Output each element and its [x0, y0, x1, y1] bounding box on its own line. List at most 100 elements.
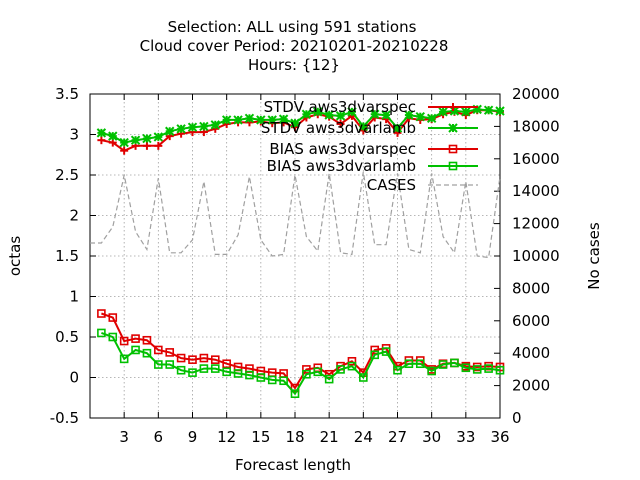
data-point — [279, 376, 288, 386]
data-point — [119, 137, 129, 148]
data-point — [97, 136, 106, 145]
data-point — [438, 107, 448, 117]
data-point — [392, 123, 403, 133]
data-point — [130, 135, 141, 145]
data-point — [131, 345, 140, 355]
legend-marker — [448, 123, 458, 133]
data-point — [120, 146, 129, 155]
data-point — [370, 109, 380, 119]
data-point — [347, 361, 357, 371]
data-point — [222, 367, 231, 377]
chart-title: Selection: ALL using 591 stations Cloud … — [140, 18, 449, 74]
data-point — [119, 336, 129, 346]
data-point — [165, 126, 175, 136]
x-tick-label: 30 — [422, 428, 441, 446]
y2-tick-label: 4000 — [512, 344, 550, 362]
data-point — [335, 111, 346, 121]
data-point — [221, 115, 232, 125]
y-tick-label: 0 — [69, 369, 79, 387]
series-1 — [96, 104, 505, 148]
series-layer — [90, 104, 505, 399]
data-point — [324, 369, 334, 379]
legend-entry-0: STDV aws3dvarspec — [264, 98, 478, 116]
data-point — [347, 356, 357, 366]
x-axis-label: Forecast length — [235, 456, 351, 474]
legend-label: STDV aws3dvarlamb — [261, 119, 416, 137]
legend-label: BIAS aws3dvarlamb — [267, 157, 416, 175]
data-point — [154, 345, 163, 355]
x-tick-label: 15 — [251, 428, 270, 446]
y-tick-label: 3.5 — [55, 85, 79, 103]
data-point — [154, 141, 163, 150]
legend-marker — [448, 144, 458, 154]
data-point — [313, 367, 323, 377]
data-point — [461, 363, 471, 373]
y-tick-label: 0.5 — [55, 328, 79, 346]
data-point — [267, 115, 277, 125]
y2-tick-label: 12000 — [512, 215, 560, 233]
title-line-3: Hours: {12} — [248, 56, 340, 74]
data-point — [472, 365, 482, 374]
data-point — [187, 122, 198, 132]
data-point — [313, 107, 323, 117]
y-tick-label: 1 — [69, 288, 79, 306]
data-point — [108, 131, 118, 141]
data-point — [449, 106, 460, 116]
y2-tick-label: 0 — [512, 409, 522, 427]
data-point — [358, 121, 369, 132]
data-point — [233, 369, 243, 378]
data-point — [302, 369, 311, 379]
y2-tick-label: 2000 — [512, 377, 550, 395]
y-tick-label: 1.5 — [55, 247, 79, 265]
data-point — [324, 110, 334, 120]
data-point — [336, 119, 345, 128]
series-4 — [90, 171, 501, 259]
data-point — [404, 110, 414, 120]
data-point — [301, 109, 312, 119]
y2-tick-label: 16000 — [512, 150, 560, 168]
data-point — [176, 124, 186, 134]
data-point — [142, 141, 151, 150]
data-point — [256, 373, 266, 382]
data-point — [347, 107, 357, 117]
data-point — [290, 118, 300, 128]
data-point — [415, 359, 425, 369]
y-tick-label: -0.5 — [50, 409, 79, 427]
series-line-4 — [90, 171, 501, 259]
data-point — [188, 355, 197, 364]
y2-tick-label: 20000 — [512, 85, 560, 103]
data-point — [302, 365, 311, 374]
data-point — [199, 353, 209, 363]
data-point — [210, 120, 220, 130]
data-point — [370, 350, 380, 360]
legend-entry-3: BIAS aws3dvarlamb — [267, 157, 478, 175]
y-tick-label: 2.5 — [55, 166, 79, 184]
data-point — [495, 106, 505, 116]
data-point — [199, 364, 209, 373]
x-tick-label: 36 — [490, 428, 509, 446]
x-tick-label: 12 — [217, 428, 236, 446]
data-point — [97, 328, 106, 338]
data-point — [165, 348, 175, 357]
legend-label: CASES — [367, 176, 416, 194]
data-point — [108, 313, 118, 322]
data-point — [370, 345, 380, 355]
data-point — [222, 359, 231, 369]
title-line-2: Cloud cover Period: 20210201-20210228 — [140, 37, 449, 55]
data-point — [267, 375, 277, 385]
data-point — [131, 334, 140, 343]
data-point — [359, 373, 368, 382]
data-point — [142, 335, 152, 345]
data-point — [426, 113, 437, 124]
series-line-2 — [101, 312, 501, 390]
axis-ticks: 3 6 9 12 15 18 21 24 27 30 33 36-0.500.511.522.533.… — [50, 85, 560, 446]
data-point — [108, 332, 118, 342]
data-point — [97, 309, 106, 318]
data-point — [483, 105, 494, 115]
x-tick-label: 33 — [456, 428, 475, 446]
data-point — [165, 360, 175, 369]
data-point — [290, 389, 300, 399]
data-point — [245, 370, 254, 380]
series-3 — [97, 328, 505, 399]
y2-tick-label: 14000 — [512, 182, 560, 200]
